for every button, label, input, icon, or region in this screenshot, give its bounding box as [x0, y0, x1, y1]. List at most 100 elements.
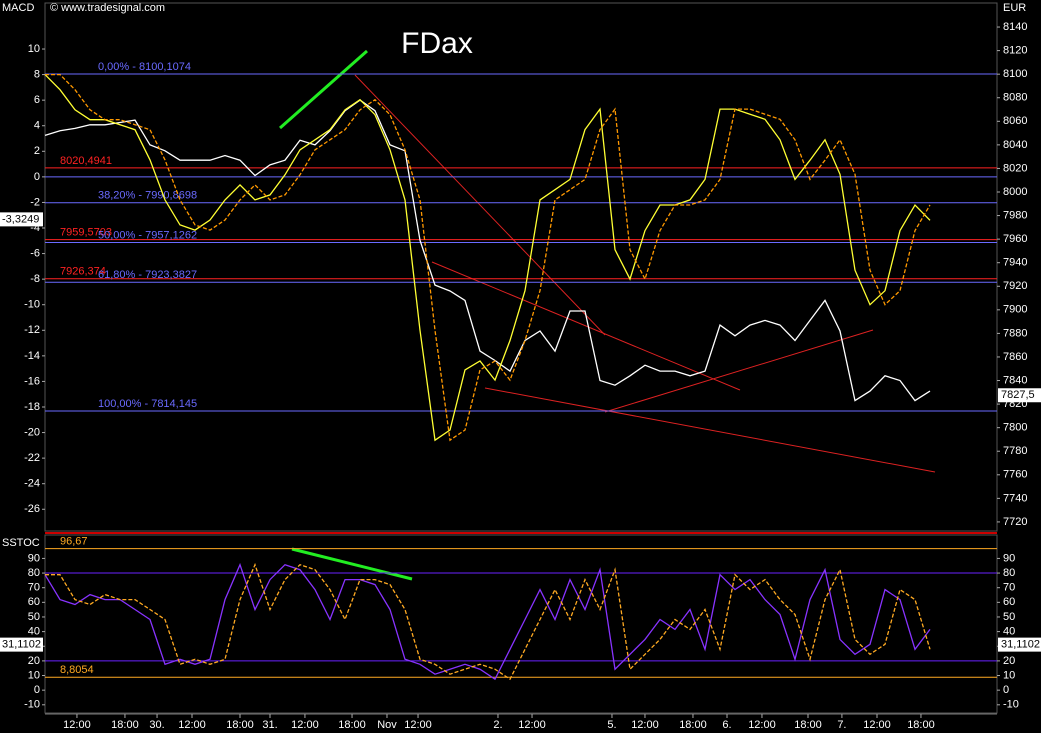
y-tick-label: 8120 — [1003, 45, 1027, 57]
trend-line — [354, 74, 606, 336]
y-tick-label: 90 — [28, 552, 40, 564]
value-marker — [998, 388, 1041, 403]
y-tick-label: 2 — [34, 145, 40, 157]
level-label: 7926,374 — [60, 266, 106, 278]
y-tick-label: 40 — [28, 626, 40, 638]
y-tick-label: 7960 — [1003, 233, 1027, 245]
y-tick-label: 60 — [1003, 596, 1015, 608]
y-tick-label: 10 — [1003, 669, 1015, 681]
y-tick-label: 8140 — [1003, 21, 1027, 33]
y-tick-label: 7800 — [1003, 422, 1027, 434]
y-tick-label: 8080 — [1003, 92, 1027, 104]
level-label: 7959,5703 — [60, 227, 112, 239]
y-tick-label: 0 — [34, 171, 40, 183]
y-tick-label: 7940 — [1003, 257, 1027, 269]
x-tick-label: 18:00 — [679, 719, 707, 731]
y-tick-label: 8020 — [1003, 162, 1027, 174]
value-marker-label: 31,1102 — [2, 639, 41, 651]
level-label: 38,20% - 7990,8698 — [98, 190, 197, 202]
y-tick-label: 7760 — [1003, 469, 1027, 481]
y-tick-label: 10 — [28, 669, 40, 681]
value-marker-label: 31,1102 — [1001, 639, 1040, 651]
value-marker — [0, 212, 43, 227]
series-line — [45, 562, 931, 681]
y-tick-label: 7720 — [1003, 516, 1027, 528]
stoch-frame — [44, 534, 998, 714]
y-tick-label: -12 — [24, 324, 40, 336]
y-tick-label: 6 — [34, 94, 40, 106]
trend-line — [431, 261, 741, 391]
y-tick-label: 0 — [34, 684, 40, 696]
y-tick-label: 8060 — [1003, 115, 1027, 127]
level-label: 8,8054 — [60, 664, 94, 676]
x-tick-label: 12:00 — [748, 719, 776, 731]
y-tick-label: 50 — [1003, 611, 1015, 623]
x-tick-label: Nov — [377, 719, 397, 731]
level-label: 50,00% - 7957,1262 — [98, 229, 197, 241]
y-tick-label: -6 — [30, 247, 40, 259]
x-tick-label: 12:00 — [63, 719, 91, 731]
x-tick-label: 2. — [493, 719, 502, 731]
x-tick-label: 31. — [262, 719, 277, 731]
y-tick-label: 8040 — [1003, 139, 1027, 151]
x-tick-label: 18:00 — [907, 719, 935, 731]
y-tick-label: 7980 — [1003, 209, 1027, 221]
level-label: 100,00% - 7814,145 — [98, 398, 197, 410]
series-line — [45, 73, 931, 442]
y-tick-label: 7780 — [1003, 445, 1027, 457]
y-tick-label: 0 — [1003, 684, 1009, 696]
y-tick-label: 60 — [28, 596, 40, 608]
level-label: 61,80% - 7923,3827 — [98, 269, 197, 281]
x-tick-label: 18:00 — [226, 719, 254, 731]
y-tick-label: 20 — [1003, 655, 1015, 667]
x-tick-label: 5. — [607, 719, 616, 731]
level-label: 96,67 — [60, 536, 88, 548]
trend-line — [484, 387, 936, 473]
y-tick-label: 7880 — [1003, 327, 1027, 339]
y-tick-label: -26 — [24, 503, 40, 515]
y-tick-label: -24 — [24, 478, 40, 490]
y-tick-label: -10 — [24, 299, 40, 311]
y-tick-label: 7920 — [1003, 280, 1027, 292]
level-label: 0,00% - 8100,1074 — [98, 61, 191, 73]
x-tick-label: 6. — [722, 719, 731, 731]
x-tick-label: 12:00 — [291, 719, 319, 731]
y-tick-label: -8 — [30, 273, 40, 285]
y-tick-label: 8100 — [1003, 68, 1027, 80]
y-tick-label: 70 — [28, 582, 40, 594]
trend-line — [291, 547, 413, 581]
x-tick-label: 30. — [149, 719, 164, 731]
main-ylabel: MACD — [2, 2, 34, 14]
y-tick-label: 7740 — [1003, 492, 1027, 504]
y-tick-label: 8 — [34, 68, 40, 80]
y-tick-label: -18 — [24, 401, 40, 413]
x-tick-label: 12:00 — [178, 719, 206, 731]
y-tick-label: 8000 — [1003, 186, 1027, 198]
value-marker — [0, 637, 43, 652]
x-tick-label: 12:00 — [518, 719, 546, 731]
main-y2label: EUR — [1003, 2, 1026, 14]
level-label: 8020,4941 — [60, 155, 112, 167]
y-tick-label: 80 — [1003, 567, 1015, 579]
y-tick-label: 10 — [28, 43, 40, 55]
chart-title: FDax — [401, 27, 473, 60]
series-line — [44, 99, 931, 402]
series-line — [44, 562, 931, 681]
y-tick-label: 80 — [28, 567, 40, 579]
x-tick-label: 18:00 — [338, 719, 366, 731]
x-tick-label: 7. — [837, 719, 846, 731]
y-tick-label: 40 — [1003, 626, 1015, 638]
main-frame — [44, 2, 998, 532]
y-tick-label: -14 — [24, 350, 40, 362]
x-tick-label: 18:00 — [111, 719, 139, 731]
annotations — [279, 49, 936, 581]
y-tick-label: -16 — [24, 375, 40, 387]
x-tick-label: 12:00 — [631, 719, 659, 731]
y-tick-label: 50 — [28, 611, 40, 623]
y-tick-label: 70 — [1003, 582, 1015, 594]
x-tick-label: 18:00 — [794, 719, 822, 731]
y-tick-label: -20 — [24, 426, 40, 438]
source: © www.tradesignal.com — [50, 2, 165, 14]
